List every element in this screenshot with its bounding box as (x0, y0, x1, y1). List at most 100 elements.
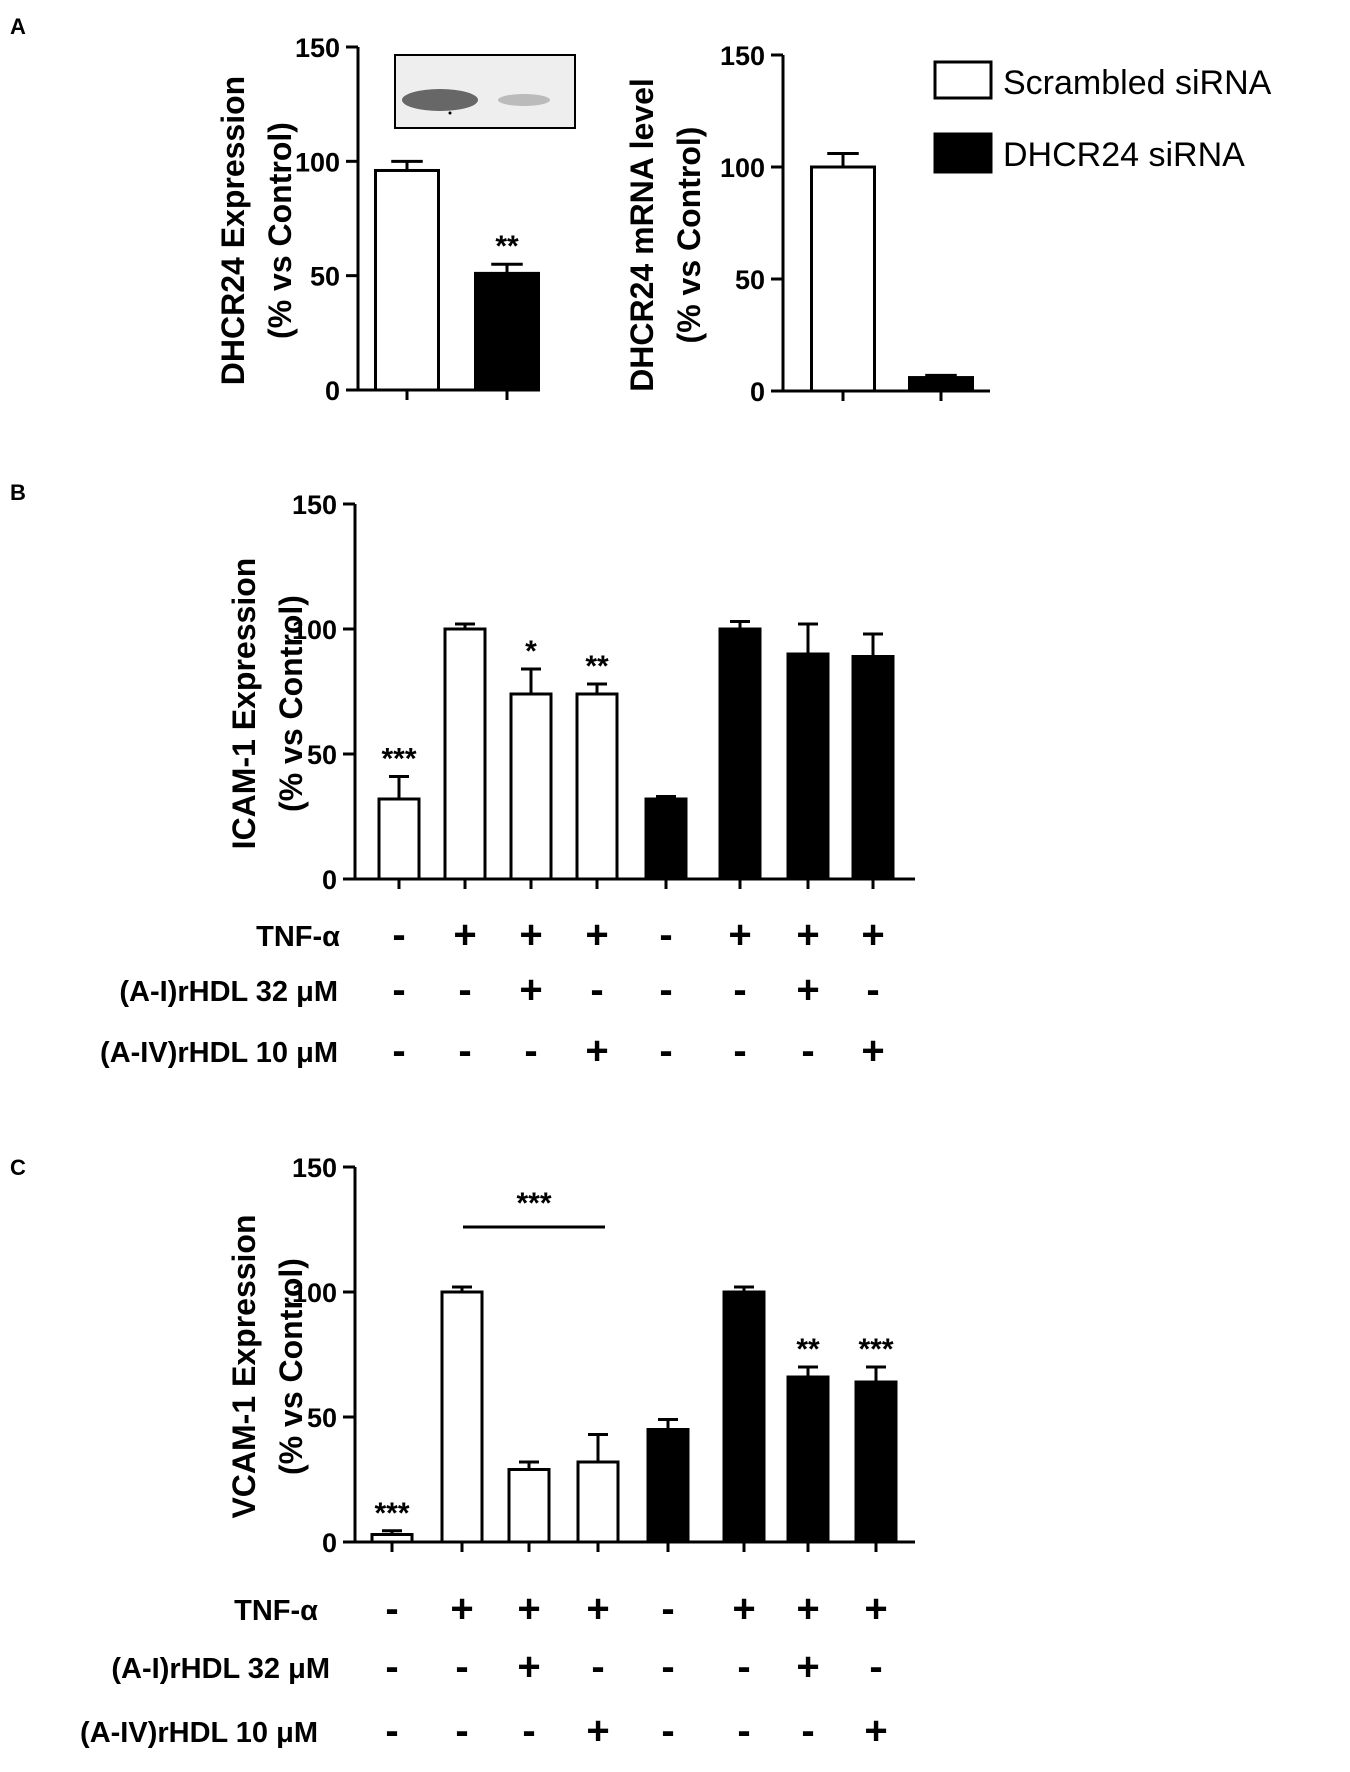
significance-label: ** (796, 1333, 820, 1366)
condition-sign: - (385, 1587, 398, 1631)
western-blot-inset (394, 54, 576, 129)
condition-sign: + (796, 1645, 819, 1689)
bar (718, 627, 762, 881)
y-axis-title: ICAM-1 Expression (226, 558, 262, 850)
y-tick-label: 100 (720, 153, 765, 183)
condition-sign: - (737, 1709, 750, 1753)
bar (908, 376, 974, 393)
bar (854, 1380, 898, 1544)
legend-label-scrambled: Scrambled siRNA (1003, 64, 1272, 102)
bar (722, 1290, 766, 1544)
bar (575, 692, 619, 881)
condition-sign: - (801, 1029, 814, 1073)
condition-sign: - (661, 1645, 674, 1689)
condition-sign: - (385, 1645, 398, 1689)
y-tick-label: 0 (325, 376, 340, 406)
chart-dhcr24-expression: 0 50 100 150 ** DHCR24 Expression (% vs Contro… (215, 33, 540, 406)
condition-table-c: TNF-α - + + + - + + + (A-I)rHDL 32 μM - - + - - - + - (A-I… (80, 1587, 888, 1753)
condition-sign: - (455, 1709, 468, 1753)
condition-row-label: TNF-α (256, 921, 340, 953)
y-tick-label: 100 (292, 1278, 337, 1308)
y-tick-label: 50 (307, 740, 337, 770)
bar (786, 1375, 830, 1544)
significance-label: ** (585, 650, 609, 683)
y-tick-label: 0 (322, 1528, 337, 1558)
condition-sign: - (522, 1709, 535, 1753)
condition-sign: + (586, 1709, 609, 1753)
y-tick-label: 150 (292, 490, 337, 520)
condition-sign: - (659, 968, 672, 1012)
bar (377, 797, 421, 881)
bar (440, 1290, 484, 1544)
y-tick-label: 150 (295, 33, 340, 63)
y-axis-title: DHCR24 Expression (215, 76, 251, 385)
condition-sign: - (801, 1709, 814, 1753)
condition-sign: + (517, 1645, 540, 1689)
legend: Scrambled siRNA DHCR24 siRNA (933, 60, 1272, 174)
bar (851, 655, 895, 881)
condition-sign: - (733, 1029, 746, 1073)
condition-row-label: (A-I)rHDL 32 μM (111, 1653, 330, 1685)
condition-sign: - (737, 1645, 750, 1689)
condition-sign: + (732, 1587, 755, 1631)
chart-dhcr24-mrna: 0 50 100 150 DHCR24 mRNA level (% vs Control) (624, 41, 990, 407)
condition-sign: - (659, 913, 672, 957)
panel-letter-c: C (10, 1155, 26, 1180)
y-tick-label: 50 (735, 265, 765, 295)
bar (786, 652, 830, 881)
condition-row-label: (A-IV)rHDL 10 μM (80, 1717, 318, 1749)
y-tick-label: 50 (307, 1403, 337, 1433)
y-axis-title-line2: (% vs Control) (273, 1258, 309, 1475)
y-tick-label: 150 (720, 41, 765, 71)
bar (370, 1533, 414, 1544)
condition-sign: + (517, 1587, 540, 1631)
bracket-label: *** (516, 1187, 551, 1220)
condition-sign: + (585, 913, 608, 957)
condition-sign: + (728, 913, 751, 957)
legend-label-dhcr24: DHCR24 siRNA (1003, 136, 1245, 174)
bar (644, 797, 688, 881)
condition-sign: + (864, 1587, 887, 1631)
bar (509, 692, 553, 881)
legend-swatch-scrambled (933, 60, 993, 100)
condition-sign: - (524, 1029, 537, 1073)
condition-sign: - (590, 968, 603, 1012)
condition-sign: - (392, 1029, 405, 1073)
condition-sign: - (392, 968, 405, 1012)
bar (507, 1468, 551, 1544)
condition-sign: - (733, 968, 746, 1012)
condition-sign: + (864, 1709, 887, 1753)
y-axis-title-line2: (% vs Control) (671, 127, 707, 344)
condition-sign: - (458, 1029, 471, 1073)
bar (576, 1460, 620, 1544)
bar (374, 168, 440, 392)
condition-sign: - (392, 913, 405, 957)
condition-sign: + (796, 968, 819, 1012)
condition-table-b: TNF-α - + + + - + + + (A-I)rHDL 32 μM - - + - - - + - (A-I… (100, 913, 885, 1073)
condition-sign: + (796, 1587, 819, 1631)
condition-sign: - (869, 1645, 882, 1689)
condition-sign: + (861, 913, 884, 957)
y-tick-label: 100 (295, 147, 340, 177)
condition-sign: + (450, 1587, 473, 1631)
condition-sign: - (591, 1645, 604, 1689)
condition-sign: - (458, 968, 471, 1012)
condition-sign: + (861, 1029, 884, 1073)
condition-sign: + (586, 1587, 609, 1631)
bar (474, 271, 540, 392)
y-axis-title: VCAM-1 Expression (226, 1214, 262, 1518)
condition-sign: - (659, 1029, 672, 1073)
condition-sign: - (385, 1709, 398, 1753)
significance-label: * (525, 635, 537, 668)
condition-row-label: (A-I)rHDL 32 μM (119, 976, 338, 1008)
condition-row-label: TNF-α (234, 1595, 318, 1627)
bar (443, 627, 487, 881)
y-axis-title: DHCR24 mRNA level (624, 78, 660, 392)
condition-sign: + (453, 913, 476, 957)
bar (646, 1428, 690, 1544)
condition-sign: + (519, 968, 542, 1012)
y-tick-label: 100 (292, 615, 337, 645)
